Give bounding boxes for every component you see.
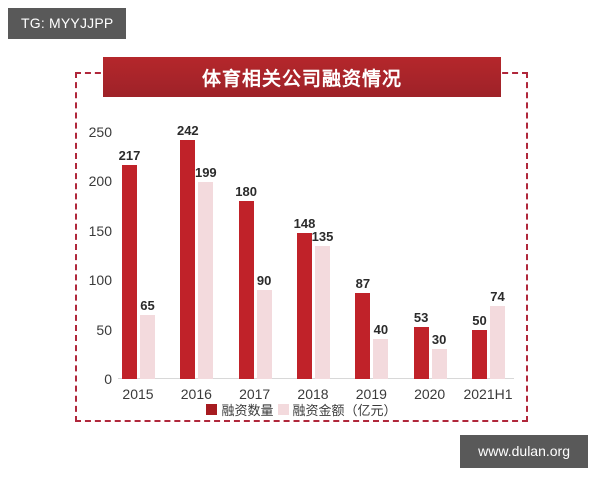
bar-financing-count[interactable]: 87 <box>355 276 371 379</box>
chart-title-banner: 体育相关公司融资情况 <box>103 57 501 97</box>
x-axis-tick-label: 2021H1 <box>463 386 513 402</box>
y-axis-tick-label: 200 <box>88 173 112 190</box>
square-swatch-icon <box>206 404 218 415</box>
bar-value-label: 217 <box>118 147 141 163</box>
x-axis-tick-label: 2016 <box>180 386 212 402</box>
bar-value-label: 40 <box>373 322 389 338</box>
page-title: 体育相关公司融资情况 <box>201 68 402 90</box>
bar-value-label: 87 <box>355 276 371 292</box>
bar-financing-amount[interactable]: 40 <box>373 322 389 379</box>
bar-financing-amount[interactable]: 30 <box>431 332 447 379</box>
x-axis-tick-label: 2017 <box>239 386 271 402</box>
bar-value-label: 53 <box>413 309 429 325</box>
bar-value-label: 50 <box>472 312 487 328</box>
bar-group: 53 30 2020 <box>410 132 450 402</box>
bar-value-label: 180 <box>235 184 258 200</box>
bar-financing-count[interactable]: 180 <box>235 184 257 379</box>
bar-value-label: 90 <box>256 273 272 289</box>
bar-value-label: 199 <box>194 165 217 181</box>
bar-group: 87 40 2019 <box>351 132 391 402</box>
bar-group: 148 135 2018 <box>293 132 334 402</box>
bar-value-label: 65 <box>140 297 155 313</box>
bar-value-label: 242 <box>176 122 199 138</box>
bar-value-label: 135 <box>311 228 334 244</box>
legend-item[interactable]: 融资数量 <box>206 400 274 419</box>
bar-financing-count[interactable]: 53 <box>413 310 429 379</box>
bar-group: 180 90 2017 <box>235 132 275 402</box>
y-axis-tick-label: 250 <box>88 124 112 140</box>
x-axis-tick-label: 2020 <box>414 386 446 402</box>
bar-financing-count[interactable]: 148 <box>294 216 315 379</box>
x-axis-tick-label: 2019 <box>355 386 387 402</box>
bar-financing-count[interactable]: 242 <box>177 123 199 379</box>
bar-financing-amount[interactable]: 74 <box>490 289 505 379</box>
y-axis-tick-label: 50 <box>96 321 112 338</box>
square-swatch-icon <box>277 404 289 415</box>
bar-value-label: 148 <box>293 215 316 231</box>
bar-group: 50 74 2021H1 <box>463 132 512 402</box>
chart-legend: 融资数量 融资金额（亿元） <box>75 400 528 419</box>
legend-item[interactable]: 融资金额（亿元） <box>277 400 397 419</box>
bar-financing-count[interactable]: 217 <box>119 148 140 379</box>
watermark: www.dulan.org <box>460 435 588 468</box>
bar-financing-amount[interactable]: 199 <box>195 165 217 379</box>
bar-financing-amount[interactable]: 90 <box>256 273 272 379</box>
x-axis-tick-label: 2018 <box>297 386 329 402</box>
bar-financing-count[interactable]: 50 <box>472 313 487 379</box>
bar-financing-amount[interactable]: 135 <box>312 229 333 379</box>
tg-badge: TG: MYYJJPP <box>8 8 127 39</box>
bar-chart: 0 50 100 150 200 250 217 65 2015 242 199 2016 180 90… <box>75 110 528 418</box>
bar-group: 217 65 2015 <box>118 132 158 402</box>
y-axis-tick-label: 150 <box>88 222 112 239</box>
bar-value-label: 74 <box>490 288 505 304</box>
bar-financing-amount[interactable]: 65 <box>140 298 155 379</box>
plot-area: 0 50 100 150 200 250 217 65 2015 242 199 2016 180 90… <box>89 123 514 402</box>
legend-item-label: 融资金额（亿元） <box>292 403 397 418</box>
y-axis-tick-label: 100 <box>88 272 112 289</box>
x-axis-tick-label: 2015 <box>122 386 154 402</box>
y-axis-tick-label: 0 <box>104 371 112 387</box>
bar-group: 242 199 2016 <box>176 123 217 402</box>
legend-item-label: 融资数量 <box>221 403 274 418</box>
bar-value-label: 30 <box>431 332 447 348</box>
